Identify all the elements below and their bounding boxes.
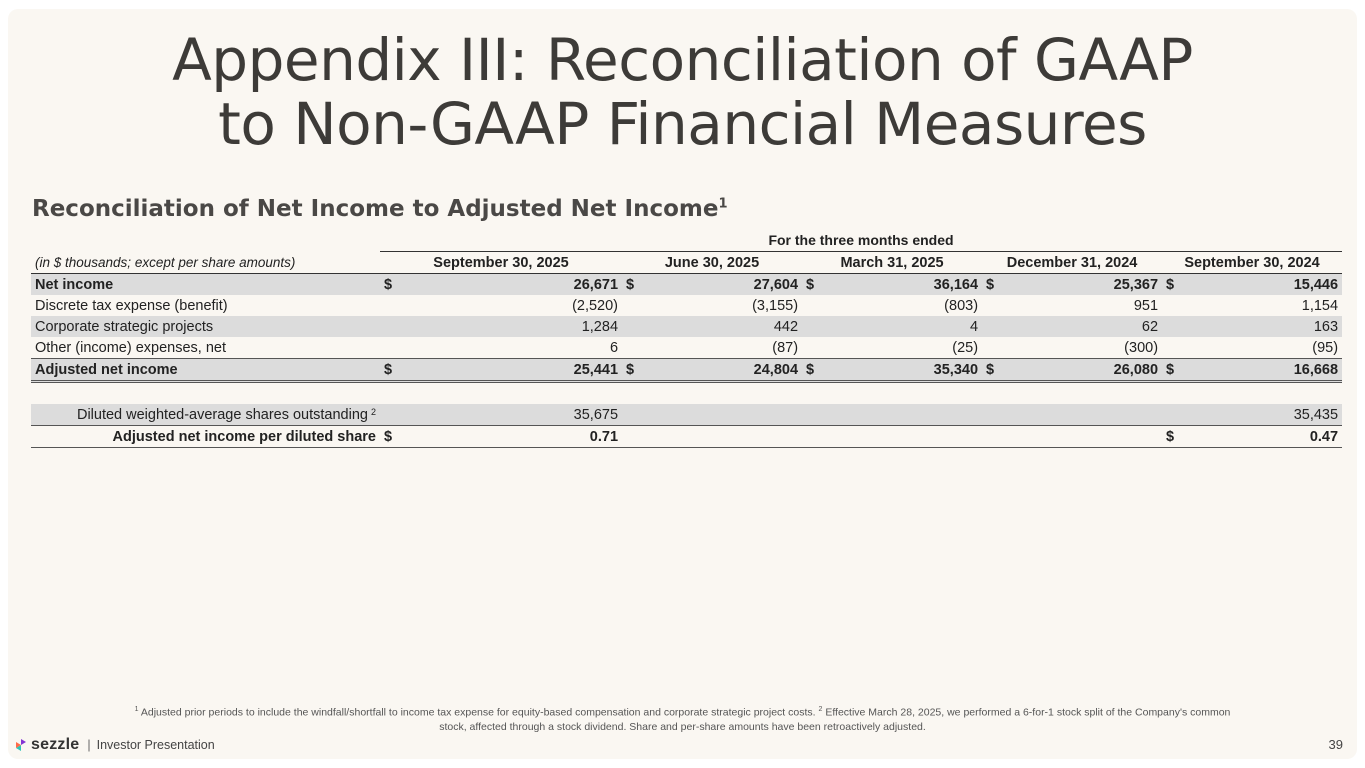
row-label: Net income — [31, 273, 380, 295]
table-cell: 36,164 — [824, 273, 983, 295]
period-header-rule — [380, 251, 1342, 252]
section-subtitle: Reconciliation of Net Income to Adjusted… — [32, 196, 728, 222]
subtitle-text: Reconciliation of Net Income to Adjusted… — [32, 196, 719, 222]
footnote-marker-1: 1 — [134, 706, 139, 713]
title-line-1: Appendix III: Reconciliation of GAAP — [172, 26, 1193, 94]
row-label: Discrete tax expense (benefit) — [35, 297, 228, 314]
currency-symbol: $ — [1162, 358, 1185, 383]
table-cell: 16,668 — [1184, 358, 1343, 383]
subtitle-footnote-ref: 1 — [718, 196, 728, 212]
row-label: Corporate strategic projects — [31, 316, 380, 337]
table-cell: 25,441 — [402, 358, 623, 383]
table-cell: (803) — [944, 297, 979, 314]
table-cell: 6 — [402, 337, 623, 359]
units-label: (in $ thousands; except per share amount… — [31, 252, 380, 274]
column-header: December 31, 2024 — [982, 252, 1163, 274]
footnote: 1 Adjusted prior periods to include the … — [120, 703, 1245, 734]
table-row-other: Other (income) expenses, net 6 (87) (25)… — [31, 337, 1343, 359]
table-row-adjusted-net-income: Adjusted net income $ 25,441 $ 24,804 $ … — [31, 358, 1343, 383]
currency-symbol: $ — [622, 273, 645, 295]
row-label: Adjusted net income — [31, 358, 380, 383]
currency-symbol: $ — [982, 273, 1005, 295]
row-label: Other (income) expenses, net — [31, 337, 380, 359]
column-header: June 30, 2025 — [622, 252, 803, 274]
currency-symbol: $ — [622, 358, 645, 383]
table-spacer-row — [31, 382, 1342, 405]
table-cell: (300) — [1004, 337, 1163, 359]
row-label: Diluted weighted-average shares outstand… — [31, 404, 380, 426]
diluted-shares-label: Diluted weighted-average shares outstand… — [76, 406, 368, 423]
currency-symbol: $ — [380, 425, 402, 448]
column-header: September 30, 2024 — [1162, 252, 1343, 274]
table-cell: (3,155) — [752, 297, 799, 314]
table-cell: 0.47 — [1184, 425, 1343, 448]
period-header: For the three months ended — [768, 232, 954, 248]
table-cell: (25) — [824, 337, 983, 359]
currency-symbol: $ — [1162, 273, 1185, 295]
table-cell: 442 — [644, 316, 803, 337]
brand-name: sezzle — [31, 736, 80, 753]
column-header: March 31, 2025 — [802, 252, 983, 274]
table-cell: (95) — [1184, 337, 1343, 359]
column-header: September 30, 2025 — [380, 252, 623, 274]
table-cell: 1,284 — [402, 316, 623, 337]
table-cell: 0.71 — [402, 425, 623, 448]
table-cell: 35,340 — [824, 358, 983, 383]
footer-label: Investor Presentation — [96, 738, 215, 752]
currency-symbol: $ — [380, 358, 402, 383]
table-row-corporate-projects: Corporate strategic projects 1,284 442 4… — [31, 316, 1343, 337]
currency-symbol: $ — [982, 358, 1005, 383]
table-cell: 24,804 — [644, 358, 803, 383]
footer-branding: sezzle | Investor Presentation — [15, 736, 215, 754]
table-cell: 35,435 — [1184, 404, 1343, 426]
table-cell: 15,446 — [1184, 273, 1343, 295]
footnote-text-1: Adjusted prior periods to include the wi… — [140, 706, 816, 719]
table-row-net-income: Net income $ 26,671 $ 27,604 $ 36,164 $ … — [31, 273, 1343, 295]
currency-symbol: $ — [802, 358, 825, 383]
table-cell: 4 — [824, 316, 983, 337]
footer-separator: | — [87, 738, 91, 752]
footnote-text-2: Effective March 28, 2025, we performed a… — [439, 706, 1231, 733]
page-number: 39 — [1328, 737, 1343, 752]
table-cell: 27,604 — [644, 273, 803, 295]
table-cell: 26,671 — [402, 273, 623, 295]
table-cell: 26,080 — [1004, 358, 1163, 383]
slide-background — [8, 9, 1357, 759]
row-label: Adjusted net income per diluted share — [31, 425, 380, 448]
table-cell: 62 — [1004, 316, 1163, 337]
table-cell: (2,520) — [572, 297, 619, 314]
title-line-2: to Non-GAAP Financial Measures — [218, 90, 1147, 158]
diluted-shares-footnote-ref: 2 — [370, 406, 376, 417]
table-row-diluted-shares: Diluted weighted-average shares outstand… — [31, 404, 1343, 426]
footnote-marker-2: 2 — [818, 706, 823, 713]
table-cell: (87) — [644, 337, 803, 359]
table-cell: 35,675 — [402, 404, 623, 426]
column-header-row: (in $ thousands; except per share amount… — [31, 252, 1343, 274]
table-cell: 951 — [1133, 297, 1159, 314]
currency-symbol: $ — [380, 273, 402, 295]
table-row-per-share: Adjusted net income per diluted share $ … — [31, 425, 1343, 448]
table-cell: 25,367 — [1004, 273, 1163, 295]
table-cell: 163 — [1184, 316, 1343, 337]
table-cell: 1,154 — [1301, 297, 1339, 314]
page-title: Appendix III: Reconciliation of GAAP to … — [0, 28, 1365, 156]
currency-symbol: $ — [1162, 425, 1185, 448]
reconciliation-table: (in $ thousands; except per share amount… — [31, 252, 1343, 448]
currency-symbol: $ — [802, 273, 825, 295]
sezzle-logo-icon — [16, 739, 26, 751]
table-row-discrete-tax: Discrete tax expense (benefit) (2,520) (… — [31, 295, 1342, 316]
